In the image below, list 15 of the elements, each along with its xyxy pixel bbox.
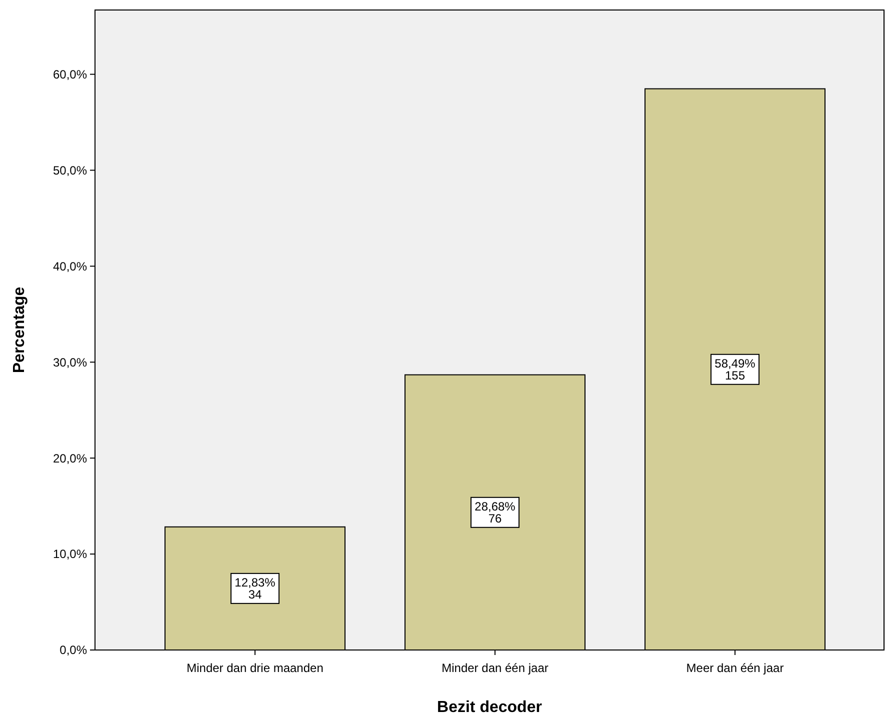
x-tick-label: Minder dan één jaar [442,661,548,675]
y-tick-label: 60,0% [52,67,88,82]
data-label: 28,68% 76 [474,499,516,526]
y-axis-title: Percentage [11,286,28,374]
data-label: 12,83% 34 [234,575,276,602]
x-axis-title: Bezit decoder [437,699,542,716]
x-tick-label: Meer dan één jaar [686,661,784,675]
data-label: 58,49% 155 [714,356,756,382]
y-tick-label: 30,0% [52,355,88,370]
y-tick-label: 50,0% [52,163,88,178]
x-tick-label: Minder dan drie maanden [186,661,324,675]
y-tick-label: 10,0% [52,547,88,562]
y-tick-label: 40,0% [52,259,88,274]
y-tick-label: 0,0% [60,643,88,658]
y-tick-label: 20,0% [52,451,88,466]
